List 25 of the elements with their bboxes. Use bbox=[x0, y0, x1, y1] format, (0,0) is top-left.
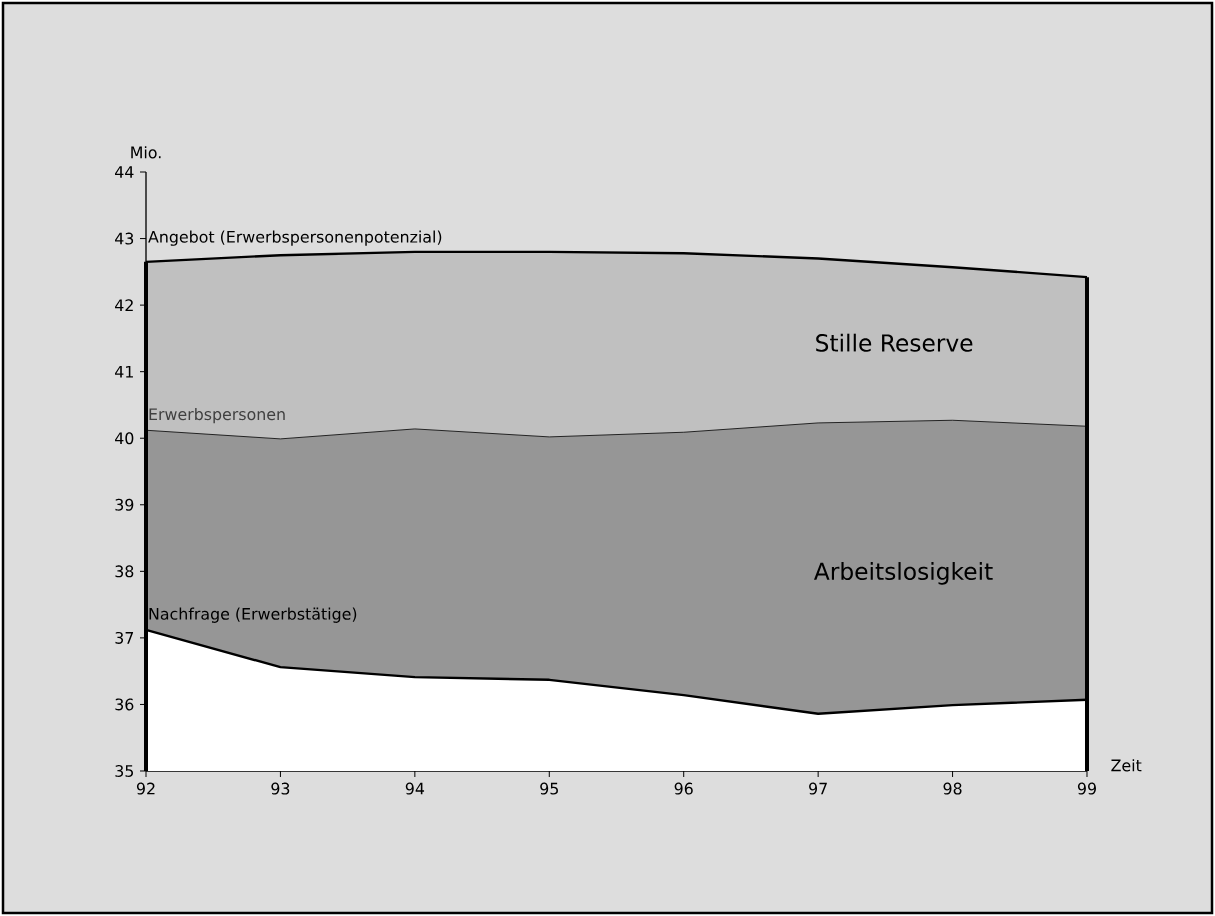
x-tick-label: 97 bbox=[809, 782, 827, 795]
y-tick-label: 37 bbox=[115, 631, 134, 644]
x-tick-label: 95 bbox=[540, 782, 558, 795]
y-tick-label: 41 bbox=[115, 365, 133, 378]
x-tick-label: 92 bbox=[136, 782, 155, 795]
x-axis-title: Zeit bbox=[1111, 759, 1142, 772]
annotation: Stille Reserve bbox=[816, 333, 973, 352]
y-tick-label: 43 bbox=[115, 232, 134, 245]
series-label: Erwerbspersonen bbox=[149, 407, 285, 424]
x-tick-label: 98 bbox=[943, 782, 962, 795]
y-tick-label: 44 bbox=[115, 166, 134, 178]
x-tick-label: 99 bbox=[1077, 782, 1096, 795]
annotation: Arbeitslosigkeit bbox=[813, 562, 993, 585]
y-tick-label: 36 bbox=[115, 698, 134, 711]
y-tick-label: 42 bbox=[115, 299, 133, 311]
x-tick-label: 94 bbox=[405, 782, 425, 795]
x-tick-label: 93 bbox=[271, 782, 290, 795]
series-label: Nachfrage (Erwerbstätige) bbox=[149, 607, 357, 623]
y-tick-label: 35 bbox=[115, 765, 134, 777]
y-tick-label: 40 bbox=[115, 432, 134, 445]
y-axis-title: Mio. bbox=[131, 146, 161, 159]
y-tick-label: 39 bbox=[115, 498, 134, 511]
y-tick-label: 38 bbox=[115, 565, 134, 578]
series-label: Angebot (Erwerbspersonenpotenzial) bbox=[148, 230, 442, 246]
x-tick-label: 96 bbox=[674, 782, 693, 795]
